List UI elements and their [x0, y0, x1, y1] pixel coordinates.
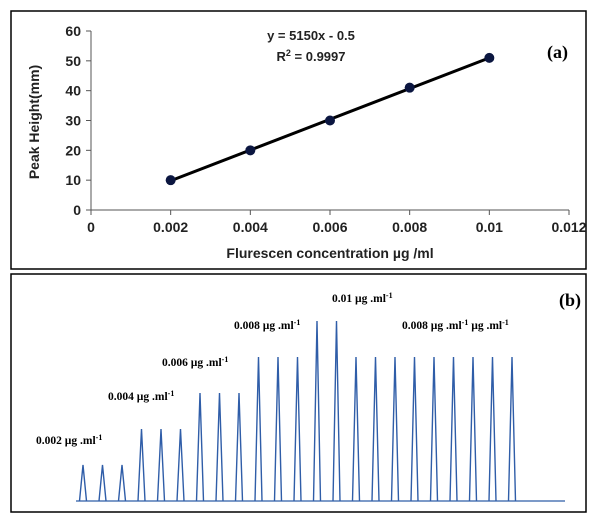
- peak: [371, 356, 380, 502]
- data-point: [484, 52, 495, 63]
- peak: [293, 356, 302, 502]
- y-axis-label: Peak Height(mm): [26, 65, 42, 179]
- panel-b-label: (b): [559, 290, 581, 311]
- group-label-exponent: -1: [222, 355, 229, 364]
- panel-b-frame: [10, 273, 587, 513]
- group-label: 0.008 µg .ml-1: [234, 318, 300, 332]
- r-squared-symbol: R: [277, 49, 287, 64]
- group-label-extra-unit: µg .ml: [468, 320, 502, 332]
- y-tick-label: 40: [65, 83, 81, 99]
- x-tick-label: 0.004: [233, 219, 268, 235]
- x-tick-label: 0.002: [153, 219, 188, 235]
- group-label-exponent: -1: [168, 389, 175, 398]
- peak: [215, 392, 224, 502]
- group-label: 0.004 µg .ml-1: [108, 389, 174, 403]
- peak: [351, 356, 361, 502]
- peak: [234, 392, 244, 502]
- r-squared-value: = 0.9997: [291, 49, 346, 64]
- group-label-value: 0.008 µg .ml: [234, 320, 294, 332]
- peak: [390, 356, 400, 502]
- peak: [507, 356, 517, 502]
- group-label-exponent: -1: [96, 433, 103, 442]
- group-label-value: 0.008 µg .ml: [402, 320, 462, 332]
- r-squared-label: R2 = 0.9997: [277, 48, 346, 64]
- group-label-value: 0.01 µg .ml: [332, 293, 386, 305]
- y-tick-label: 0: [73, 202, 81, 218]
- equation-label: y = 5150x - 0.5: [267, 28, 355, 43]
- group-label-exponent: -1: [294, 318, 301, 327]
- peak: [312, 320, 322, 502]
- peak: [273, 356, 283, 502]
- group-label-value: 0.006 µg .ml: [162, 357, 222, 369]
- data-point: [165, 175, 176, 186]
- panel-a-frame: [10, 10, 587, 270]
- y-tick-label: 20: [65, 142, 81, 158]
- panel-b-peaks: [78, 320, 517, 502]
- x-tick-label: 0.012: [551, 219, 586, 235]
- peak: [176, 428, 185, 502]
- x-tick-label: 0: [87, 219, 95, 235]
- group-label: 0.01 µg .ml-1: [332, 291, 393, 305]
- peak: [117, 464, 127, 502]
- peak: [98, 464, 107, 502]
- y-tick-label: 30: [65, 113, 81, 129]
- peak: [156, 428, 166, 502]
- peak: [137, 428, 146, 502]
- peak: [468, 356, 478, 502]
- data-point: [325, 115, 335, 126]
- data-point: [245, 145, 256, 156]
- group-label-value: 0.002 µg .ml: [36, 435, 96, 447]
- y-tick-label: 60: [65, 23, 81, 39]
- y-tick-label: 50: [65, 53, 81, 69]
- group-label: 0.008 µg .ml-1 µg .ml-1: [402, 318, 509, 332]
- group-label: 0.006 µg .ml-1: [162, 355, 228, 369]
- peak: [410, 356, 419, 502]
- group-label-exponent: -1: [386, 291, 393, 300]
- peak: [195, 392, 205, 502]
- peak: [254, 356, 263, 502]
- r-squared-exponent: 2: [286, 48, 291, 58]
- peak: [449, 356, 458, 502]
- group-label-exponent: -1: [462, 318, 469, 327]
- peak: [429, 356, 439, 502]
- x-tick-label: 0.01: [476, 219, 503, 235]
- peak: [332, 320, 341, 502]
- data-point: [404, 82, 415, 93]
- x-tick-label: 0.006: [312, 219, 347, 235]
- panel-a-axes: 0 10 20 30 40 50 60 0 0.002 0.004 0.006 0.008 0.01 0.…: [65, 23, 586, 235]
- panel-b-labels: 0.002 µg .ml-10.004 µg .ml-10.006 µg .ml…: [36, 291, 509, 447]
- peak: [488, 356, 497, 502]
- group-label-value: 0.004 µg .ml: [108, 391, 168, 403]
- panel-a-plot: [165, 52, 495, 186]
- x-axis-label: Flurescen concentration µg /ml: [226, 245, 433, 261]
- group-label-exponent: -1: [502, 318, 509, 327]
- y-tick-label: 10: [65, 172, 81, 188]
- group-label: 0.002 µg .ml-1: [36, 433, 102, 447]
- x-tick-label: 0.008: [392, 219, 427, 235]
- panel-a-label: (a): [547, 42, 568, 63]
- peak: [78, 464, 88, 502]
